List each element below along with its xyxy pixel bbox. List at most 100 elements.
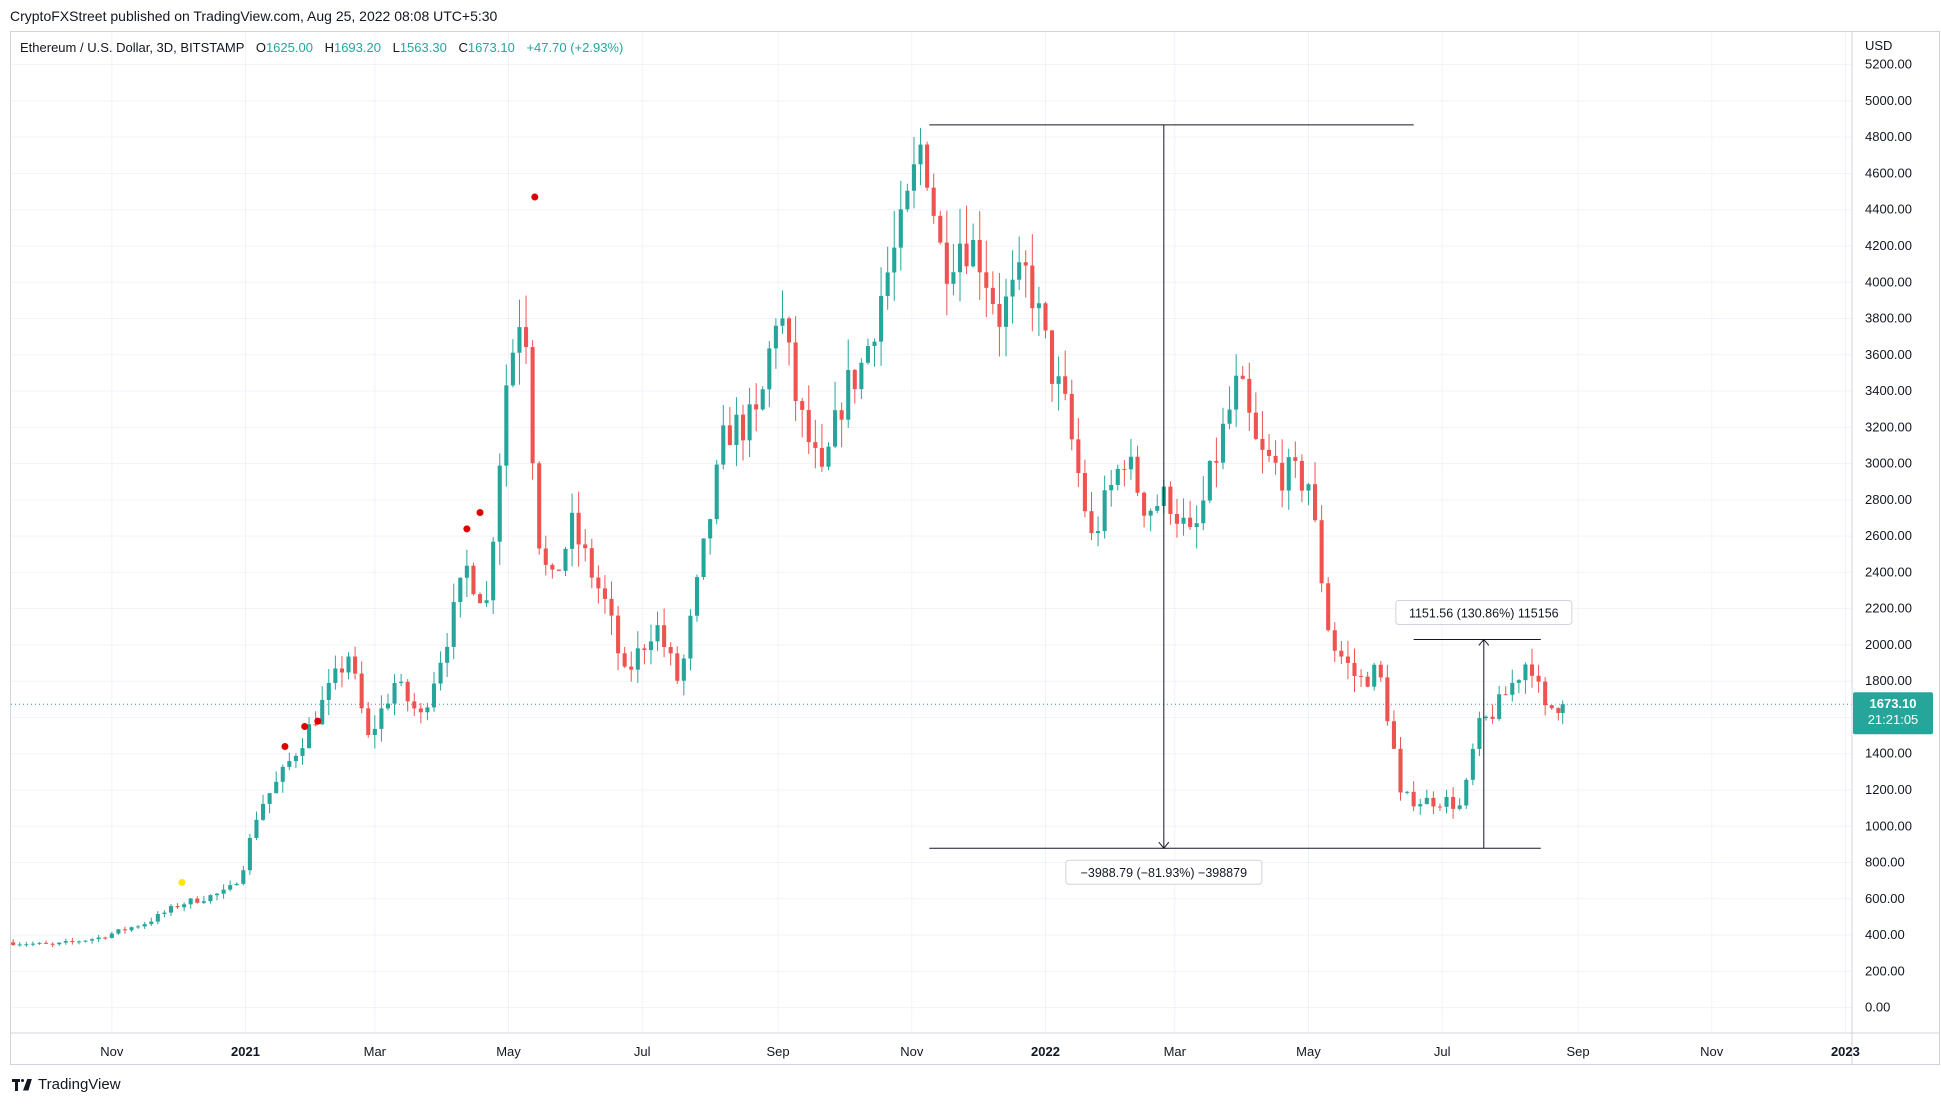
candle[interactable] (96, 934, 101, 943)
candle[interactable] (583, 529, 588, 562)
candle[interactable] (1299, 454, 1304, 503)
candle[interactable] (1260, 411, 1265, 474)
candle[interactable] (1339, 641, 1344, 665)
candle[interactable] (780, 290, 785, 334)
candle[interactable] (1385, 664, 1390, 726)
candle[interactable] (1523, 662, 1528, 694)
candle[interactable] (11, 939, 16, 946)
candle[interactable] (353, 646, 358, 680)
candle[interactable] (280, 764, 285, 793)
candle[interactable] (530, 340, 535, 480)
candle[interactable] (1497, 685, 1502, 721)
candle[interactable] (859, 358, 864, 400)
candle[interactable] (1391, 710, 1396, 749)
candle[interactable] (944, 210, 949, 316)
candle[interactable] (918, 127, 923, 186)
candle[interactable] (708, 518, 713, 555)
candle[interactable] (37, 942, 42, 945)
candle[interactable] (570, 493, 575, 567)
candle[interactable] (1372, 662, 1377, 691)
candle[interactable] (1135, 445, 1140, 496)
candle[interactable] (1411, 781, 1416, 812)
candle[interactable] (1174, 498, 1180, 538)
candle[interactable] (1273, 440, 1278, 475)
candle[interactable] (740, 404, 746, 461)
candle[interactable] (1017, 236, 1022, 291)
candle[interactable] (1490, 704, 1495, 724)
candle[interactable] (155, 911, 160, 925)
candle[interactable] (1194, 505, 1199, 549)
candle[interactable] (964, 205, 969, 274)
candle[interactable] (1056, 356, 1061, 411)
candle[interactable] (576, 491, 581, 567)
candle[interactable] (379, 695, 384, 742)
candle[interactable] (616, 606, 621, 671)
candle[interactable] (800, 397, 805, 438)
candle[interactable] (655, 611, 660, 652)
candle[interactable] (1247, 362, 1252, 431)
candle[interactable] (293, 753, 298, 769)
candle[interactable] (754, 383, 759, 432)
candle[interactable] (1201, 475, 1206, 531)
candle[interactable] (1036, 286, 1041, 337)
candle[interactable] (1142, 491, 1147, 528)
candle[interactable] (1503, 686, 1508, 696)
candle[interactable] (1115, 464, 1120, 491)
candle[interactable] (550, 563, 555, 579)
candle[interactable] (773, 318, 778, 369)
candle[interactable] (668, 642, 673, 666)
candle[interactable] (537, 461, 542, 555)
candle[interactable] (168, 904, 174, 916)
candle[interactable] (602, 575, 607, 614)
candle[interactable] (458, 577, 463, 618)
candle[interactable] (116, 929, 121, 935)
candle[interactable] (997, 273, 1002, 357)
candle[interactable] (911, 137, 917, 209)
candle[interactable] (787, 316, 792, 366)
candle[interactable] (885, 246, 890, 310)
candle[interactable] (1148, 508, 1153, 532)
candle[interactable] (852, 368, 857, 404)
candle[interactable] (596, 565, 601, 604)
candle[interactable] (188, 897, 193, 909)
candle[interactable] (977, 210, 982, 301)
candle[interactable] (675, 646, 680, 684)
candle[interactable] (320, 686, 325, 725)
candle[interactable] (339, 656, 344, 688)
candle[interactable] (1365, 671, 1370, 688)
candle[interactable] (418, 702, 423, 724)
candle[interactable] (1109, 469, 1114, 507)
candle[interactable] (879, 267, 884, 366)
candle[interactable] (471, 562, 476, 596)
candle[interactable] (839, 402, 844, 448)
candle[interactable] (1516, 679, 1521, 694)
candle[interactable] (898, 180, 903, 271)
candle[interactable] (57, 942, 62, 946)
candle[interactable] (1003, 278, 1009, 357)
candle[interactable] (622, 646, 627, 668)
candle[interactable] (392, 674, 397, 716)
candle[interactable] (491, 537, 496, 614)
candle[interactable] (175, 903, 180, 909)
candle[interactable] (931, 173, 936, 224)
candle[interactable] (208, 894, 213, 904)
candle[interactable] (1102, 475, 1107, 539)
candle[interactable] (372, 715, 377, 749)
candle[interactable] (445, 632, 450, 677)
candle[interactable] (287, 752, 292, 771)
candle[interactable] (990, 271, 995, 315)
candle[interactable] (136, 924, 141, 929)
candle[interactable] (1082, 459, 1087, 518)
candles[interactable] (11, 127, 1565, 948)
candle[interactable] (760, 386, 765, 411)
candle[interactable] (609, 581, 614, 635)
candle[interactable] (1332, 622, 1337, 663)
candle[interactable] (261, 794, 266, 821)
candle[interactable] (425, 702, 430, 721)
candle[interactable] (1326, 577, 1331, 632)
candle[interactable] (648, 624, 654, 665)
candle[interactable] (366, 701, 371, 738)
candle[interactable] (1437, 803, 1443, 811)
candle[interactable] (109, 931, 114, 939)
